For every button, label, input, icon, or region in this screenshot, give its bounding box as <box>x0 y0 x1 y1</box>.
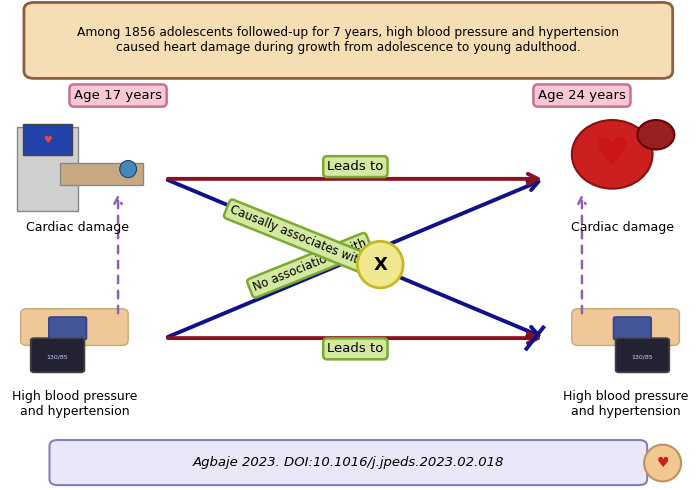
Ellipse shape <box>358 241 403 288</box>
Text: 130/85: 130/85 <box>47 354 69 359</box>
Text: Cardiac damage: Cardiac damage <box>570 221 674 234</box>
FancyBboxPatch shape <box>60 163 143 185</box>
FancyBboxPatch shape <box>572 309 680 345</box>
FancyBboxPatch shape <box>31 338 85 372</box>
FancyBboxPatch shape <box>18 127 78 211</box>
Text: Agbaje 2023. DOI:10.1016/j.jpeds.2023.02.018: Agbaje 2023. DOI:10.1016/j.jpeds.2023.02… <box>193 456 504 469</box>
Text: 130/85: 130/85 <box>631 354 653 359</box>
Text: High blood pressure
and hypertension: High blood pressure and hypertension <box>12 390 137 418</box>
Text: Among 1856 adolescents followed-up for 7 years, high blood pressure and hyperten: Among 1856 adolescents followed-up for 7… <box>77 26 619 54</box>
FancyBboxPatch shape <box>615 338 669 372</box>
FancyBboxPatch shape <box>24 2 673 78</box>
FancyBboxPatch shape <box>50 440 647 485</box>
FancyBboxPatch shape <box>49 317 87 340</box>
Text: ♥: ♥ <box>595 135 629 173</box>
Ellipse shape <box>644 445 681 481</box>
FancyBboxPatch shape <box>20 309 128 345</box>
Ellipse shape <box>572 120 652 189</box>
Text: High blood pressure
and hypertension: High blood pressure and hypertension <box>563 390 688 418</box>
Text: Age 24 years: Age 24 years <box>538 89 626 102</box>
Ellipse shape <box>638 120 674 149</box>
Text: X: X <box>373 256 387 273</box>
Text: Causally associates with: Causally associates with <box>228 203 367 270</box>
Text: ♥: ♥ <box>43 135 52 145</box>
Text: Age 17 years: Age 17 years <box>74 89 162 102</box>
Ellipse shape <box>120 160 136 177</box>
FancyBboxPatch shape <box>613 317 651 340</box>
Text: ♥: ♥ <box>657 456 669 470</box>
Text: No associations with: No associations with <box>251 237 368 294</box>
Text: Cardiac damage: Cardiac damage <box>26 221 130 234</box>
Text: Leads to: Leads to <box>327 343 384 355</box>
FancyBboxPatch shape <box>22 124 72 155</box>
Text: Leads to: Leads to <box>327 160 384 173</box>
